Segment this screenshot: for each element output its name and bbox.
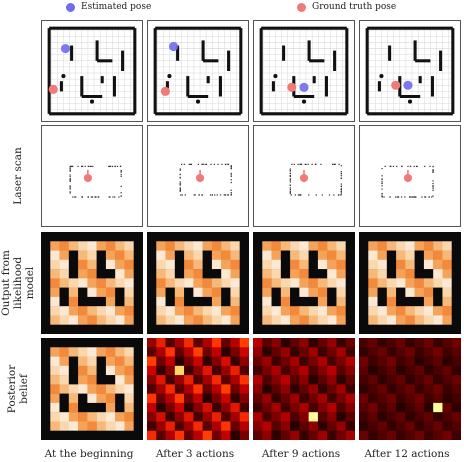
posterior-heatmap-0 <box>41 338 143 440</box>
row-label-posterior: Posterior belief <box>6 364 30 414</box>
posterior-heatmap-2 <box>253 338 355 440</box>
map-panel-0 <box>41 20 143 122</box>
column-label-after-9: After 9 actions <box>261 448 341 460</box>
map-panel-3 <box>359 20 461 122</box>
legend-estimated-label: Estimated pose <box>81 2 152 12</box>
legend-estimated: Estimated pose <box>66 2 151 12</box>
estimated-pose-marker-icon <box>66 2 75 12</box>
laser-scan-panel-3 <box>359 125 461 227</box>
estimated-pose-marker <box>168 41 179 52</box>
legend-ground-truth-label: Ground truth pose <box>312 2 397 12</box>
estimated-pose-marker <box>60 43 71 54</box>
laser-scan-panel-1 <box>147 125 249 227</box>
row-label-laser-scan: Laser scan <box>12 147 24 205</box>
ground-truth-marker <box>391 80 401 90</box>
posterior-heatmap-1 <box>147 338 249 440</box>
ground-truth-marker-icon <box>297 2 306 12</box>
column-label-after-12: After 12 actions <box>364 448 450 460</box>
column-label-beginning: At the beginning <box>44 448 134 460</box>
ground-truth-marker <box>287 82 297 92</box>
laser-scan-panel-0 <box>41 125 143 227</box>
legend-ground-truth: Ground truth pose <box>297 2 396 12</box>
column-label-after-3: After 3 actions <box>155 448 235 460</box>
map-panel-2 <box>253 20 355 122</box>
likelihood-heatmap-2 <box>253 232 355 334</box>
ground-truth-marker <box>160 86 170 96</box>
likelihood-heatmap-3 <box>359 232 461 334</box>
likelihood-heatmap-0 <box>41 232 143 334</box>
likelihood-heatmap-1 <box>147 232 249 334</box>
ground-truth-marker <box>48 84 58 94</box>
laser-scan-panel-2 <box>253 125 355 227</box>
row-label-likelihood: Output from likelihood model <box>0 250 36 316</box>
estimated-pose-marker <box>403 80 413 90</box>
posterior-heatmap-3 <box>359 338 461 440</box>
estimated-pose-marker <box>299 82 309 92</box>
map-panel-1 <box>147 20 249 122</box>
